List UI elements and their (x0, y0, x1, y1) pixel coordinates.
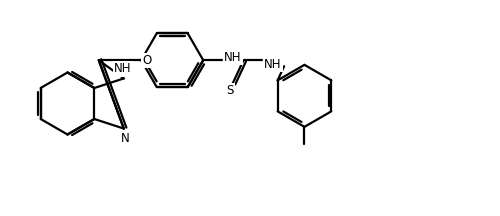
Text: NH: NH (264, 58, 282, 71)
Text: NH: NH (114, 62, 132, 75)
Text: NH: NH (224, 51, 242, 64)
Text: N: N (120, 132, 129, 145)
Text: O: O (142, 54, 152, 67)
Text: S: S (226, 84, 234, 97)
